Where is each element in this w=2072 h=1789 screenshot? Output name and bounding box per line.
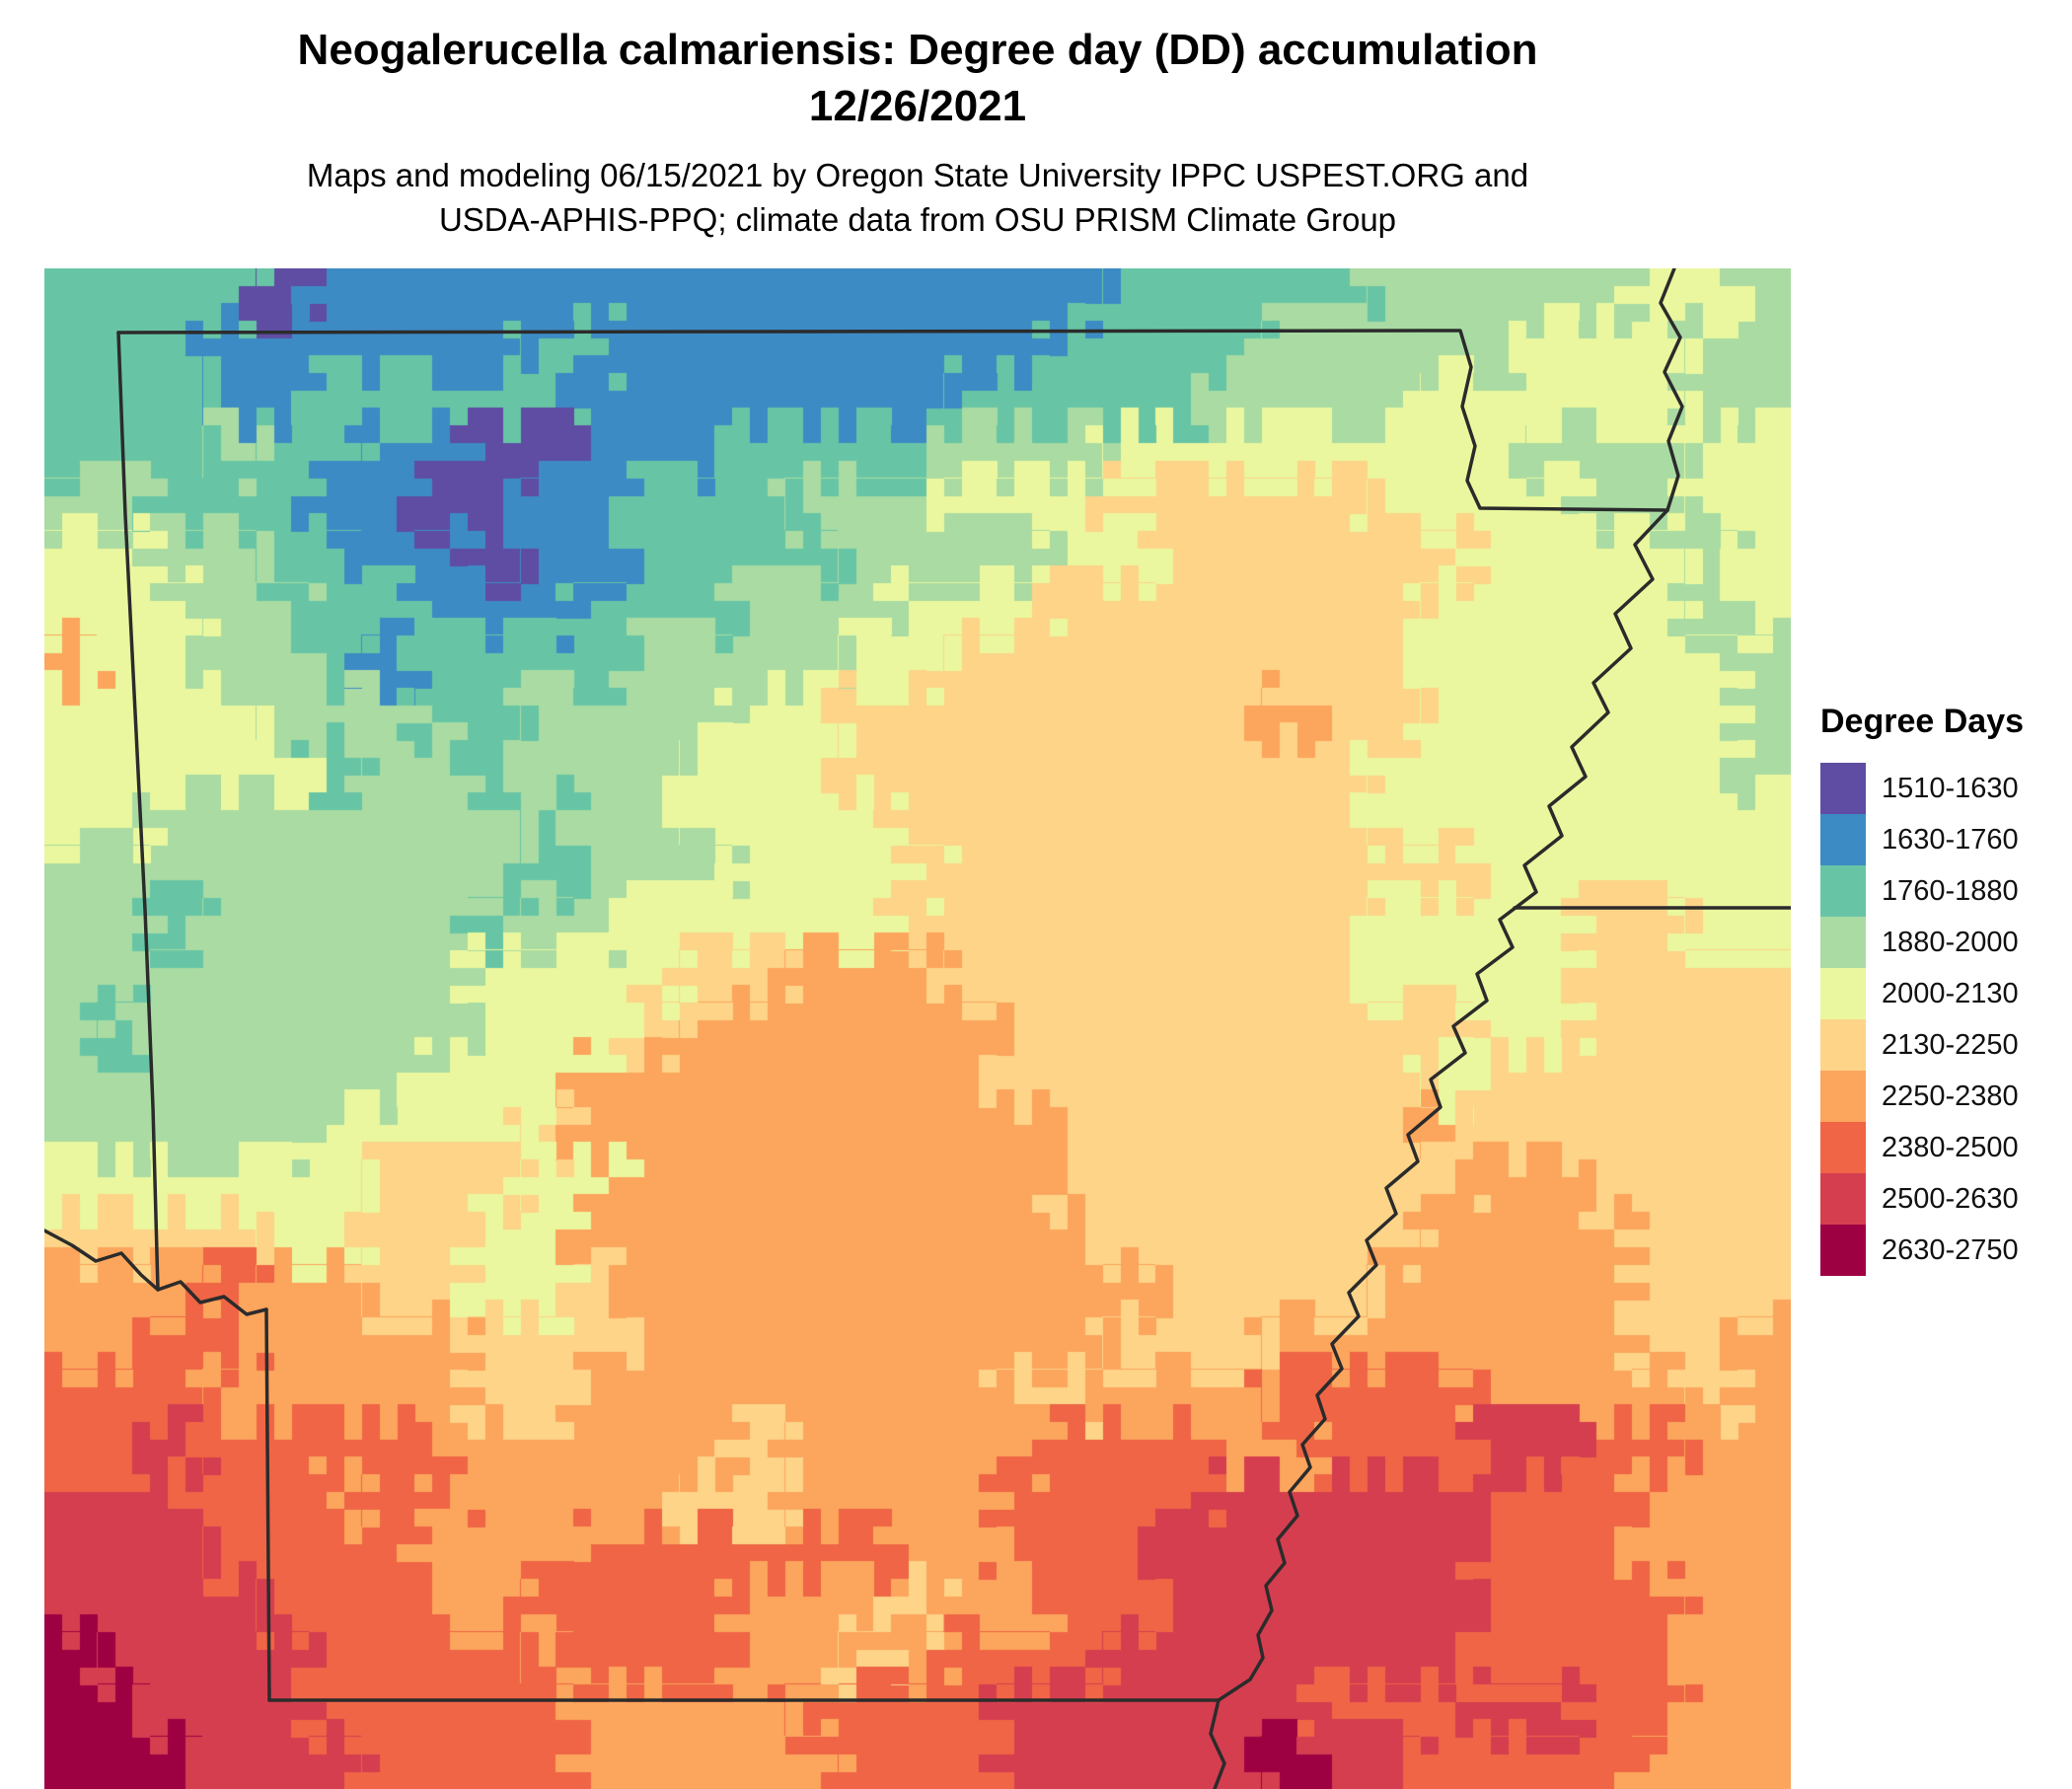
legend-swatch xyxy=(1820,1173,1866,1225)
legend-entry: 2130-2250 xyxy=(1820,1019,2067,1071)
map-title-line1: Neogalerucella calmariensis: Degree day … xyxy=(297,26,1538,74)
legend-entry: 2000-2130 xyxy=(1820,968,2067,1019)
legend-label: 1880-2000 xyxy=(1882,926,2019,958)
legend-label: 2380-2500 xyxy=(1882,1131,2019,1163)
legend-label: 1510-1630 xyxy=(1882,772,2019,804)
legend-swatch xyxy=(1820,1122,1866,1173)
map-title-date: 12/26/2021 xyxy=(808,82,1027,131)
map-title: Neogalerucella calmariensis: Degree day … xyxy=(44,22,1791,134)
map-subtitle-line1: Maps and modeling 06/15/2021 by Oregon S… xyxy=(306,157,1529,194)
legend-label: 2000-2130 xyxy=(1882,977,2019,1009)
legend-swatch xyxy=(1820,917,1866,968)
legend-swatch xyxy=(1820,814,1866,865)
legend-entry: 1510-1630 xyxy=(1820,763,2067,814)
legend-swatch xyxy=(1820,968,1866,1019)
legend-swatch xyxy=(1820,1225,1866,1276)
legend-entries: 1510-1630 1630-1760 1760-1880 1880-2000 2000… xyxy=(1820,763,2067,1276)
legend: Degree Days 1510-1630 1630-1760 1760-1880 1… xyxy=(1820,703,2067,1276)
legend-entry: 2630-2750 xyxy=(1820,1225,2067,1276)
legend-label: 1760-1880 xyxy=(1882,874,2019,907)
degree-day-raster xyxy=(44,268,1791,1789)
legend-label: 2130-2250 xyxy=(1882,1028,2019,1061)
legend-label: 2630-2750 xyxy=(1882,1233,2019,1266)
header: Neogalerucella calmariensis: Degree day … xyxy=(44,22,1791,242)
legend-swatch xyxy=(1820,1019,1866,1071)
legend-label: 2250-2380 xyxy=(1882,1080,2019,1112)
degree-day-map xyxy=(44,268,1791,1789)
legend-label: 1630-1760 xyxy=(1882,823,2019,856)
map-subtitle: Maps and modeling 06/15/2021 by Oregon S… xyxy=(44,154,1791,242)
legend-entry: 1760-1880 xyxy=(1820,865,2067,917)
map-subtitle-line2: USDA-APHIS-PPQ; climate data from OSU PR… xyxy=(438,200,1397,238)
legend-entry: 2380-2500 xyxy=(1820,1122,2067,1173)
legend-swatch xyxy=(1820,1071,1866,1122)
legend-swatch xyxy=(1820,763,1866,814)
legend-title: Degree Days xyxy=(1820,703,2025,740)
legend-label: 2500-2630 xyxy=(1882,1182,2019,1215)
legend-entry: 1630-1760 xyxy=(1820,814,2067,865)
legend-entry: 1880-2000 xyxy=(1820,917,2067,968)
legend-swatch xyxy=(1820,865,1866,917)
legend-entry: 2500-2630 xyxy=(1820,1173,2067,1225)
legend-entry: 2250-2380 xyxy=(1820,1071,2067,1122)
